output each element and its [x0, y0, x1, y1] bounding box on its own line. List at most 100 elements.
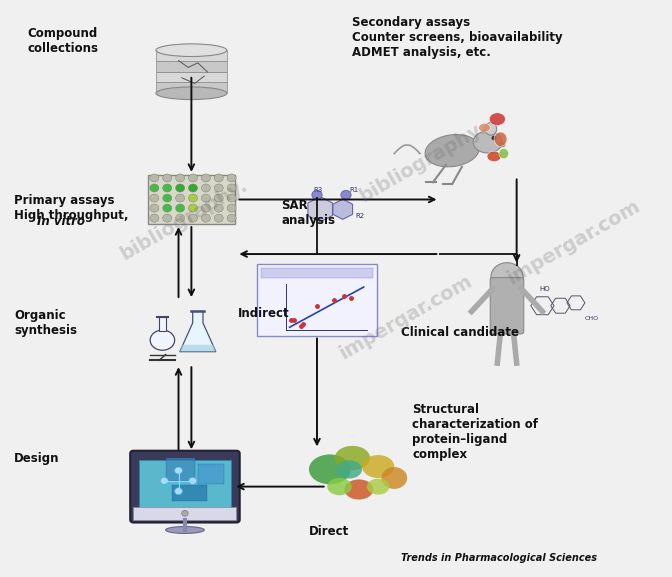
Text: Clinical candidate: Clinical candidate: [401, 326, 519, 339]
Circle shape: [202, 184, 210, 192]
Circle shape: [175, 214, 185, 222]
Circle shape: [188, 204, 198, 212]
Circle shape: [214, 194, 223, 202]
FancyBboxPatch shape: [165, 458, 195, 481]
Circle shape: [175, 467, 182, 474]
Ellipse shape: [382, 467, 407, 489]
Circle shape: [175, 204, 185, 212]
Ellipse shape: [499, 143, 505, 147]
Circle shape: [188, 214, 198, 222]
Circle shape: [227, 214, 236, 222]
Circle shape: [214, 174, 223, 182]
Text: R2: R2: [355, 213, 365, 219]
Text: CHO: CHO: [584, 316, 598, 321]
FancyBboxPatch shape: [491, 278, 523, 334]
Circle shape: [312, 190, 322, 200]
FancyBboxPatch shape: [257, 264, 376, 336]
Circle shape: [150, 194, 159, 202]
Text: R1: R1: [349, 187, 358, 193]
Text: Organic
synthesis: Organic synthesis: [14, 309, 77, 336]
Text: impergar.com: impergar.com: [504, 197, 644, 288]
Circle shape: [163, 204, 172, 212]
Ellipse shape: [150, 330, 175, 350]
Ellipse shape: [478, 123, 491, 132]
Polygon shape: [333, 199, 353, 219]
Circle shape: [150, 184, 159, 192]
Circle shape: [214, 204, 223, 212]
Circle shape: [150, 214, 159, 222]
Circle shape: [150, 204, 159, 212]
Text: R3: R3: [314, 187, 323, 193]
Circle shape: [188, 174, 198, 182]
Circle shape: [189, 477, 196, 484]
Circle shape: [491, 136, 497, 140]
Circle shape: [227, 194, 236, 202]
Ellipse shape: [309, 455, 351, 484]
Circle shape: [175, 174, 185, 182]
Text: Primary assays
High throughput,: Primary assays High throughput,: [14, 194, 129, 222]
Circle shape: [202, 194, 210, 202]
Ellipse shape: [494, 132, 507, 147]
Circle shape: [227, 204, 236, 212]
Text: Direct: Direct: [309, 525, 349, 538]
Text: In vitro: In vitro: [37, 215, 85, 228]
Text: Indirect: Indirect: [238, 307, 290, 320]
FancyBboxPatch shape: [198, 464, 224, 484]
Text: Trends in Pharmacological Sciences: Trends in Pharmacological Sciences: [401, 553, 597, 563]
Text: Secondary assays
Counter screens, bioavailability
ADMET analysis, etc.: Secondary assays Counter screens, bioava…: [352, 16, 563, 59]
Circle shape: [341, 190, 351, 200]
Circle shape: [181, 511, 188, 516]
FancyBboxPatch shape: [134, 507, 237, 520]
Polygon shape: [180, 312, 216, 351]
Text: impergar.com: impergar.com: [336, 271, 476, 363]
Circle shape: [163, 174, 172, 182]
FancyBboxPatch shape: [172, 485, 208, 501]
Ellipse shape: [489, 113, 505, 125]
Polygon shape: [308, 197, 333, 222]
Circle shape: [163, 214, 172, 222]
Polygon shape: [180, 345, 216, 351]
Text: Structural
characterization of
protein–ligand
complex: Structural characterization of protein–l…: [413, 403, 538, 462]
Ellipse shape: [156, 44, 227, 57]
Ellipse shape: [336, 460, 362, 478]
Ellipse shape: [487, 151, 501, 162]
Ellipse shape: [425, 134, 479, 167]
Circle shape: [175, 194, 185, 202]
Circle shape: [175, 184, 185, 192]
Text: bibliography.: bibliography.: [355, 118, 490, 207]
FancyBboxPatch shape: [159, 317, 166, 331]
Circle shape: [175, 488, 182, 494]
Text: bibliography.: bibliography.: [118, 175, 251, 264]
Circle shape: [202, 214, 210, 222]
Ellipse shape: [327, 478, 351, 495]
Ellipse shape: [485, 122, 497, 135]
Text: Compound
collections: Compound collections: [27, 27, 98, 55]
FancyBboxPatch shape: [156, 61, 227, 72]
Ellipse shape: [344, 479, 374, 500]
Circle shape: [202, 174, 210, 182]
Ellipse shape: [499, 148, 509, 159]
Circle shape: [163, 184, 172, 192]
Circle shape: [202, 204, 210, 212]
Circle shape: [491, 263, 523, 291]
Circle shape: [227, 174, 236, 182]
Circle shape: [214, 184, 223, 192]
Circle shape: [161, 477, 168, 484]
Ellipse shape: [473, 131, 502, 153]
Circle shape: [214, 214, 223, 222]
Ellipse shape: [156, 87, 227, 100]
FancyBboxPatch shape: [130, 451, 240, 523]
Circle shape: [163, 194, 172, 202]
FancyBboxPatch shape: [139, 460, 230, 508]
Circle shape: [150, 174, 159, 182]
Circle shape: [188, 194, 198, 202]
FancyBboxPatch shape: [148, 175, 235, 224]
FancyBboxPatch shape: [261, 268, 374, 279]
Ellipse shape: [335, 446, 370, 470]
FancyBboxPatch shape: [156, 83, 227, 93]
FancyBboxPatch shape: [156, 50, 227, 61]
Text: HO: HO: [539, 286, 550, 293]
Text: Design: Design: [14, 452, 60, 465]
Ellipse shape: [165, 527, 204, 533]
Ellipse shape: [362, 455, 394, 478]
